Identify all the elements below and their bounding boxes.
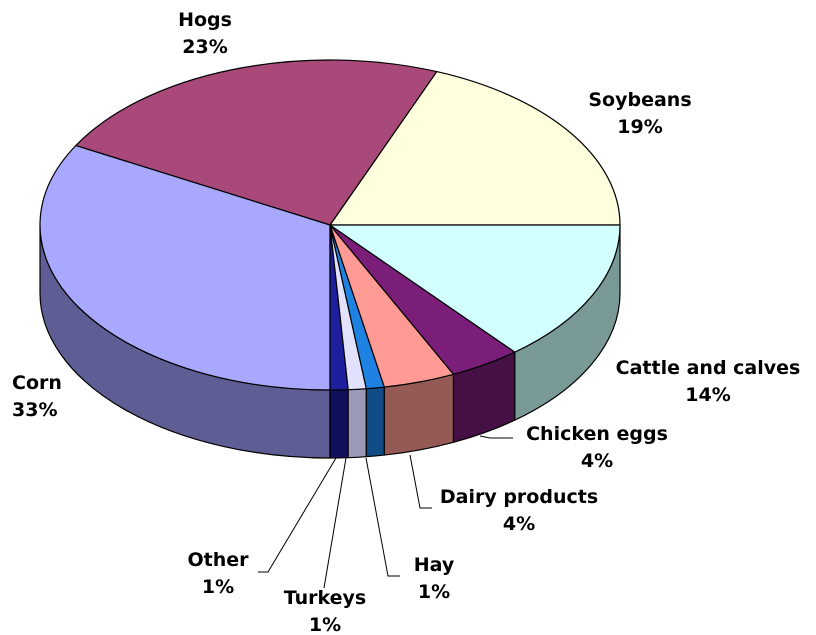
- slice-value-soybeans: 19%: [617, 116, 662, 138]
- slice-value-chicken-eggs: 4%: [581, 450, 613, 472]
- slice-value-dairy-products: 4%: [503, 513, 535, 535]
- slice-value-hay: 1%: [418, 581, 450, 603]
- slice-value-hogs: 23%: [182, 36, 227, 58]
- leader-line-hay: [365, 457, 400, 577]
- slice-value-corn: 33%: [12, 399, 57, 421]
- slice-label-dairy-products: Dairy products: [440, 486, 598, 508]
- slice-value-cattle-and-calves: 14%: [685, 384, 730, 406]
- leader-lines: [258, 435, 513, 589]
- side-wall-hay: [365, 386, 385, 458]
- slice-soybeans: [329, 70, 621, 226]
- leader-line-turkeys: [323, 457, 347, 589]
- slice-label-cattle-and-calves: Cattle and calves: [616, 357, 801, 379]
- slice-label-hay: Hay: [414, 554, 455, 576]
- slice-value-other: 1%: [202, 576, 234, 598]
- leader-line-other: [258, 457, 337, 573]
- slice-label-corn: Corn: [12, 372, 62, 394]
- slice-label-hogs: Hogs: [178, 9, 232, 31]
- side-wall-other: [329, 389, 349, 459]
- slice-value-turkeys: 1%: [309, 614, 341, 635]
- pie-side-walls: [39, 224, 621, 459]
- leader-line-dairy-products: [409, 454, 432, 509]
- slice-cattle-and-calves: [329, 224, 621, 353]
- side-wall-turkeys: [347, 388, 367, 459]
- slice-hogs: [75, 59, 438, 226]
- slice-label-other: Other: [187, 549, 249, 571]
- leader-line-chicken-eggs: [479, 435, 513, 439]
- slice-label-turkeys: Turkeys: [284, 587, 366, 609]
- slice-label-chicken-eggs: Chicken eggs: [526, 423, 668, 445]
- slice-corn: [39, 144, 331, 391]
- slice-labels: Soybeans 19% Hogs 23% Corn 33% Other 1% Turkeys 1…: [12, 9, 800, 635]
- pie-top-faces: [39, 59, 621, 391]
- slice-label-soybeans: Soybeans: [588, 89, 691, 111]
